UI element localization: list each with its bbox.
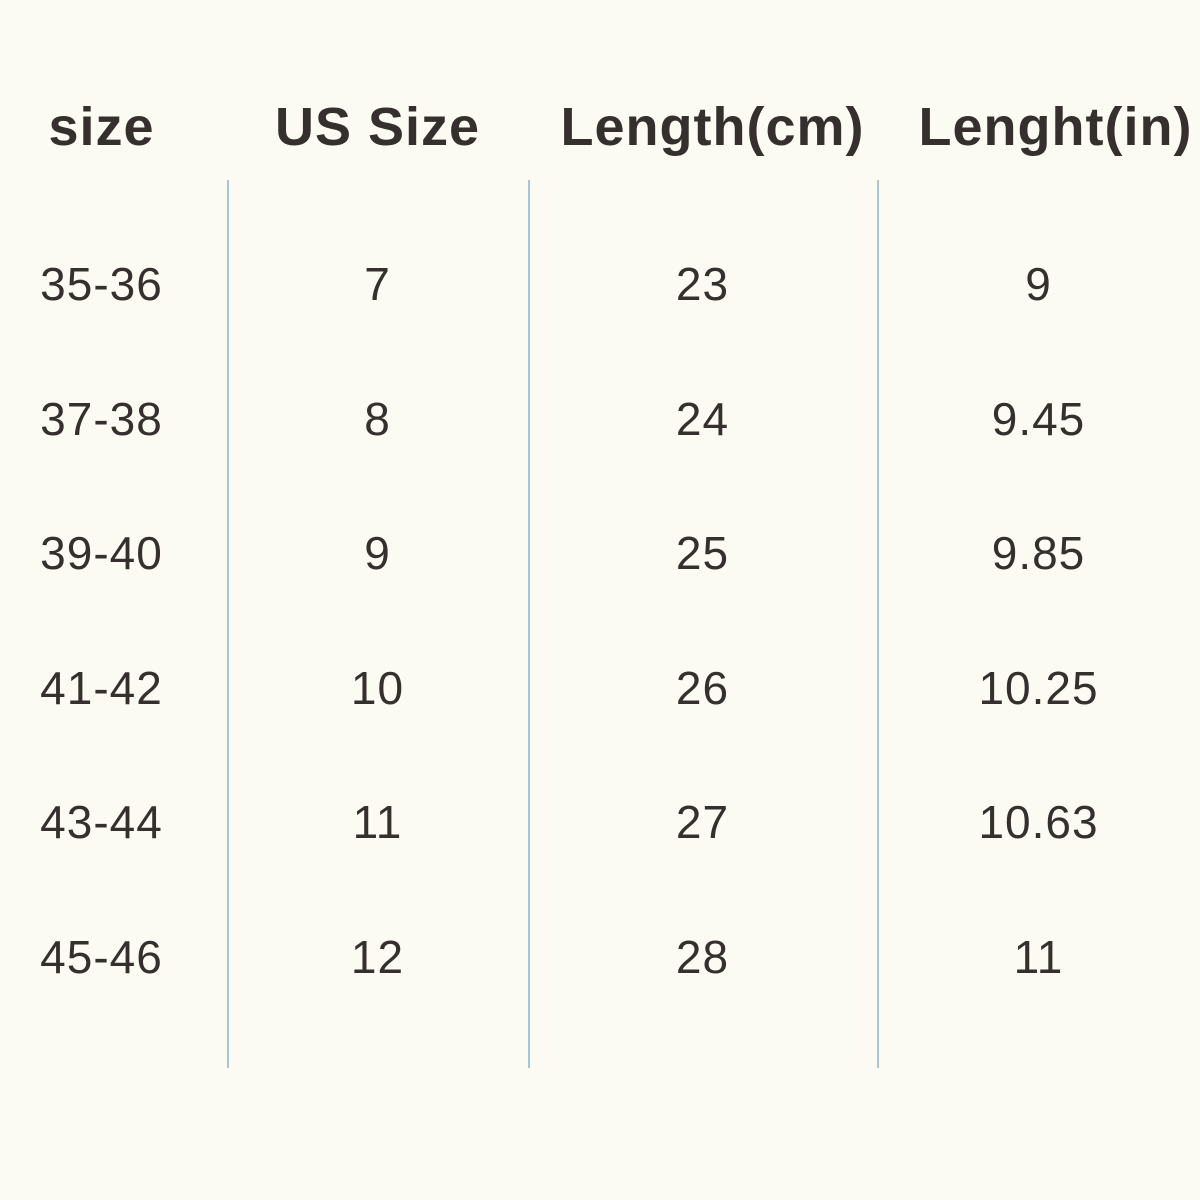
cell-length-cm: 24: [675, 392, 730, 445]
cell-us-size: 8: [364, 392, 391, 445]
cell-us-size: 9: [364, 527, 391, 580]
cell-us-size: 12: [350, 930, 405, 983]
header-size: size: [48, 97, 155, 157]
cell-length-cm: 28: [675, 930, 730, 983]
cell-length-in: 9: [1025, 258, 1052, 311]
cell-length-in: 10.63: [978, 796, 1099, 849]
column-divider: [877, 180, 879, 1068]
table-row: 43-44 11 27 10.63: [0, 755, 1200, 890]
header-length-in: Lenght(in): [918, 97, 1193, 157]
cell-length-in: 9.85: [991, 527, 1086, 580]
cell-length-in: 9.45: [991, 392, 1086, 445]
table-row: 37-38 8 24 9.45: [0, 352, 1200, 487]
cell-length-in: 11: [1013, 930, 1064, 983]
table-body: 35-36 7 23 9 37-38 8 24 9.45 39-40 9 25 …: [0, 217, 1200, 1024]
cell-us-size: 11: [352, 796, 403, 849]
cell-size: 35-36: [40, 258, 163, 311]
table-row: 45-46 12 28 11: [0, 890, 1200, 1025]
cell-size: 45-46: [40, 930, 163, 983]
column-divider: [528, 180, 530, 1068]
table-row: 41-42 10 26 10.25: [0, 621, 1200, 756]
table-row: 35-36 7 23 9: [0, 217, 1200, 352]
table-header-row: size US Size Length(cm) Lenght(in): [0, 92, 1200, 162]
table-row: 39-40 9 25 9.85: [0, 486, 1200, 621]
cell-length-cm: 27: [675, 796, 730, 849]
header-length-cm: Length(cm): [560, 97, 865, 157]
cell-length-cm: 26: [675, 661, 730, 714]
column-divider: [227, 180, 229, 1068]
cell-size: 43-44: [40, 796, 163, 849]
header-us-size: US Size: [274, 97, 481, 157]
cell-size: 41-42: [40, 661, 163, 714]
cell-size: 37-38: [40, 392, 163, 445]
cell-length-cm: 25: [675, 527, 730, 580]
cell-us-size: 7: [364, 258, 391, 311]
cell-us-size: 10: [350, 661, 405, 714]
cell-length-in: 10.25: [978, 661, 1099, 714]
cell-size: 39-40: [40, 527, 163, 580]
cell-length-cm: 23: [675, 258, 730, 311]
